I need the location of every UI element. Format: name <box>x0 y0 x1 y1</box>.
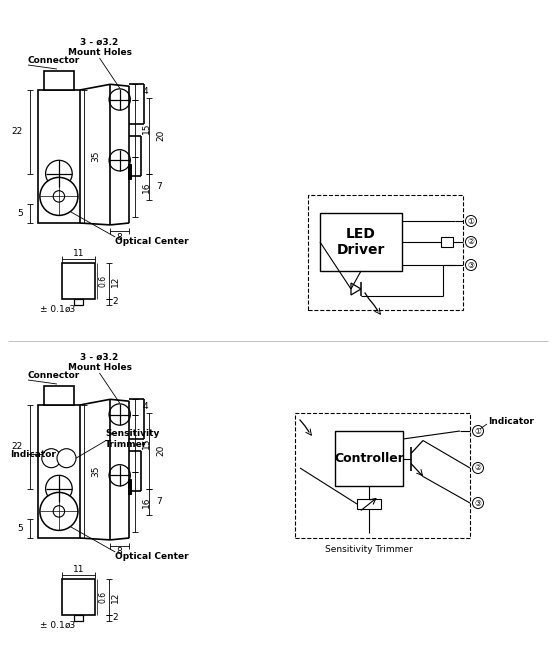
Text: Indicator: Indicator <box>10 450 56 459</box>
Circle shape <box>53 191 64 202</box>
Text: 16: 16 <box>142 181 151 193</box>
Circle shape <box>42 449 61 468</box>
Text: 4: 4 <box>142 88 148 97</box>
Bar <box>357 499 381 509</box>
Text: ①: ① <box>474 426 482 436</box>
Text: 16: 16 <box>142 496 151 507</box>
Bar <box>62 579 95 615</box>
Text: ± 0.1: ± 0.1 <box>40 620 65 629</box>
Bar <box>335 431 403 486</box>
Text: ③: ③ <box>474 498 482 507</box>
Bar <box>74 615 83 621</box>
Text: LED
Driver: LED Driver <box>337 227 385 257</box>
Text: Sensitivity Trimmer: Sensitivity Trimmer <box>325 545 413 554</box>
Bar <box>38 90 80 223</box>
Text: 12: 12 <box>110 276 119 287</box>
Text: 20: 20 <box>156 445 165 456</box>
Text: Connector: Connector <box>28 371 80 380</box>
Text: 8: 8 <box>117 232 123 242</box>
Bar <box>44 71 74 90</box>
Circle shape <box>109 89 130 110</box>
Circle shape <box>473 462 483 473</box>
Text: 5: 5 <box>17 524 23 533</box>
Bar <box>295 413 470 538</box>
Bar <box>128 479 131 494</box>
Text: ø3: ø3 <box>65 620 76 629</box>
Text: Sensitivity
Trimmer: Sensitivity Trimmer <box>105 429 160 449</box>
Circle shape <box>53 505 64 517</box>
Circle shape <box>109 150 130 171</box>
Bar <box>320 213 402 271</box>
Circle shape <box>465 259 477 270</box>
Circle shape <box>57 449 76 468</box>
Text: 7: 7 <box>156 498 162 506</box>
Circle shape <box>40 492 78 530</box>
Bar <box>441 237 453 247</box>
Text: Optical Center: Optical Center <box>115 237 189 246</box>
Circle shape <box>465 215 477 227</box>
Text: 22: 22 <box>12 442 23 451</box>
Text: 22: 22 <box>12 127 23 136</box>
Circle shape <box>109 404 130 425</box>
Circle shape <box>473 426 483 436</box>
Text: Controller: Controller <box>334 452 404 465</box>
Text: 2: 2 <box>112 614 118 622</box>
Text: 0.6: 0.6 <box>99 275 108 287</box>
Text: ø3: ø3 <box>65 304 76 313</box>
Circle shape <box>109 465 130 486</box>
Text: 4: 4 <box>142 402 148 411</box>
Text: 20: 20 <box>156 130 165 141</box>
Text: 15: 15 <box>142 438 151 449</box>
Circle shape <box>40 178 78 215</box>
Bar <box>74 299 83 305</box>
Text: ②: ② <box>474 464 482 473</box>
Circle shape <box>45 160 72 187</box>
Bar <box>128 164 131 180</box>
Text: 11: 11 <box>73 249 84 257</box>
Text: Connector: Connector <box>28 56 80 65</box>
Text: ③: ③ <box>468 261 474 270</box>
Bar <box>44 386 74 405</box>
Circle shape <box>465 236 477 247</box>
Text: 0.6: 0.6 <box>99 591 108 603</box>
Text: 3 - ø3.2
Mount Holes: 3 - ø3.2 Mount Holes <box>68 38 132 57</box>
Text: 35: 35 <box>91 151 100 162</box>
Text: 15: 15 <box>142 122 151 134</box>
Text: 2: 2 <box>112 298 118 306</box>
Circle shape <box>473 498 483 509</box>
Text: 8: 8 <box>117 547 123 556</box>
Text: ①: ① <box>468 217 474 225</box>
Text: ②: ② <box>468 238 474 246</box>
Text: 5: 5 <box>17 209 23 218</box>
Text: Optical Center: Optical Center <box>115 552 189 561</box>
Bar <box>308 195 463 310</box>
Text: 7: 7 <box>156 182 162 191</box>
Text: ± 0.1: ± 0.1 <box>40 304 65 313</box>
Text: 3 - ø3.2
Mount Holes: 3 - ø3.2 Mount Holes <box>68 353 132 372</box>
Text: Indicator: Indicator <box>488 417 534 426</box>
Bar <box>62 263 95 299</box>
Text: 35: 35 <box>91 466 100 477</box>
Bar <box>38 405 80 538</box>
Text: 11: 11 <box>73 564 84 573</box>
Text: 12: 12 <box>110 592 119 603</box>
Circle shape <box>45 475 72 502</box>
Polygon shape <box>351 283 361 295</box>
